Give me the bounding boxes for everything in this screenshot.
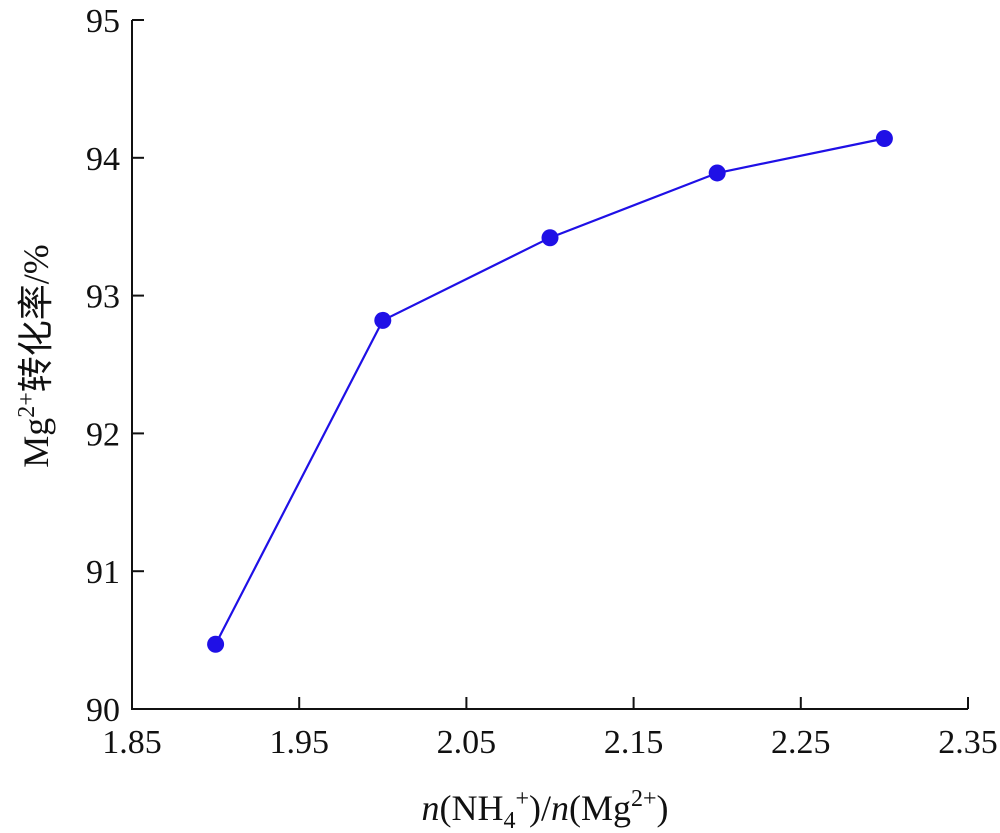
y-tick-label: 92: [86, 416, 120, 453]
y-tick-label: 93: [86, 279, 120, 316]
y-axis-ticks: 90 91 92 93 94 95: [86, 3, 144, 729]
x-tick-label: 1.95: [269, 724, 329, 761]
axes-frame: [131, 20, 968, 710]
x-tick-label: 2.25: [771, 724, 831, 761]
x-tick-label: 1.85: [102, 724, 162, 761]
y-axis-title: Mg2+转化率/%: [14, 244, 56, 468]
x-tick-label: 2.35: [938, 724, 998, 761]
x-axis-ticks: 1.85 1.95 2.05 2.15 2.25 2.35: [102, 697, 998, 761]
axes: 1.85 1.95 2.05 2.15 2.25 2.35 90 91 92 93 94 95: [86, 3, 998, 761]
y-tick-label: 90: [86, 692, 120, 729]
data-point: [541, 229, 559, 247]
x-tick-label: 2.15: [604, 724, 664, 761]
y-tick-label: 91: [86, 554, 120, 591]
series-group: [207, 130, 893, 653]
x-tick-label: 2.05: [437, 724, 497, 761]
data-point: [207, 635, 225, 653]
data-point: [875, 130, 893, 148]
y-tick-label: 94: [86, 141, 120, 178]
data-point: [374, 311, 392, 329]
y-tick-label: 95: [86, 3, 120, 40]
x-axis-title: n(NH4+)/n(Mg2+): [421, 786, 668, 833]
series-line: [214, 137, 885, 645]
data-point: [708, 164, 726, 182]
